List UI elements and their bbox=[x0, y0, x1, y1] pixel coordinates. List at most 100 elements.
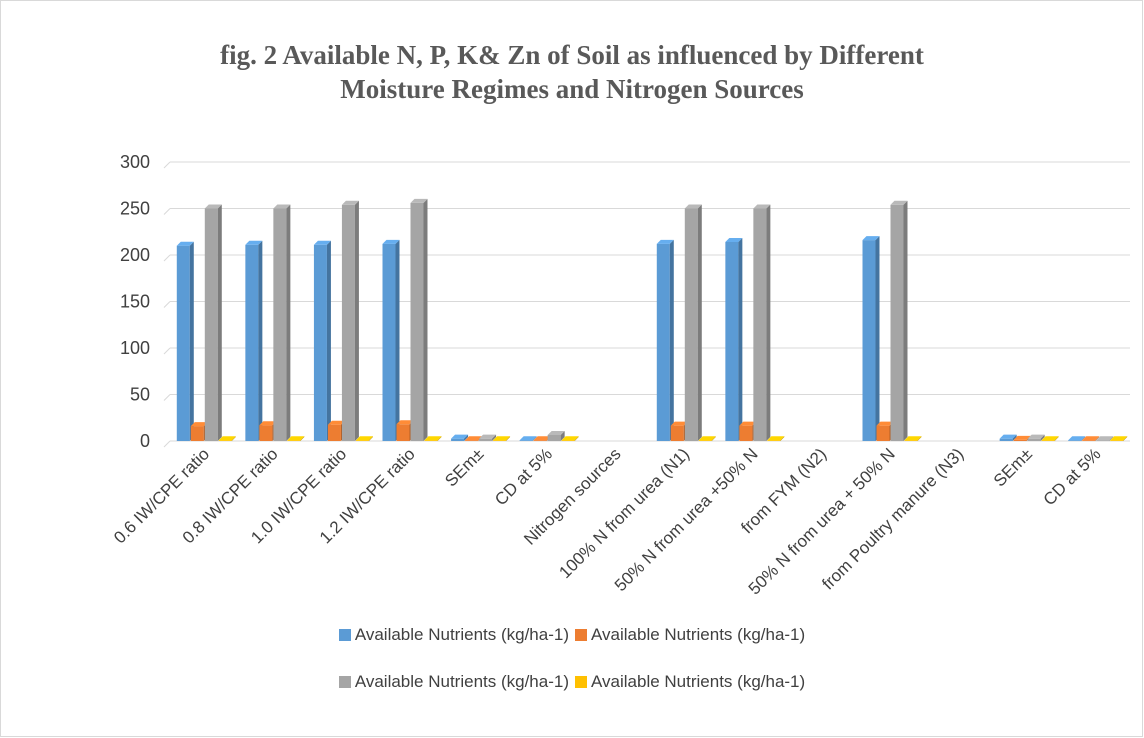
bar-top bbox=[725, 237, 743, 242]
bar-top bbox=[519, 436, 537, 441]
bar-top bbox=[424, 436, 442, 441]
bar-top bbox=[999, 434, 1017, 439]
bar-side bbox=[189, 241, 194, 441]
legend-swatch-yellow bbox=[575, 676, 587, 688]
bar-top bbox=[273, 204, 291, 209]
bar-top bbox=[341, 200, 359, 205]
bar bbox=[273, 208, 287, 441]
bar-top bbox=[670, 421, 688, 426]
bar-top bbox=[396, 420, 414, 425]
bar-side bbox=[1095, 436, 1100, 441]
bar-side bbox=[711, 436, 716, 441]
bar bbox=[753, 208, 767, 441]
y-axis-tick-labels: 0 50 100 150 200 250 300 bbox=[120, 152, 150, 451]
bar-top bbox=[656, 239, 674, 244]
bar-side bbox=[669, 239, 674, 441]
bar bbox=[396, 424, 410, 441]
bar bbox=[218, 440, 232, 441]
bar-top bbox=[245, 240, 263, 245]
gridline-depth bbox=[163, 440, 171, 448]
bar-top bbox=[533, 436, 551, 441]
bar bbox=[341, 204, 355, 441]
legend-label: Available Nutrients (kg/ha-1) bbox=[354, 625, 569, 644]
bar bbox=[1096, 440, 1110, 441]
y-tick-label: 150 bbox=[120, 292, 150, 312]
bar-top bbox=[1110, 436, 1128, 441]
legend-item-series-4[interactable]: Available Nutrients (kg/ha-1) bbox=[575, 672, 805, 692]
bar-side bbox=[368, 436, 373, 441]
bar bbox=[876, 425, 890, 441]
bar bbox=[1027, 438, 1041, 441]
bar-top bbox=[190, 422, 208, 427]
x-tick-label: SEm± bbox=[441, 444, 487, 490]
bar-side bbox=[738, 237, 743, 441]
legend-label: Available Nutrients (kg/ha-1) bbox=[591, 625, 806, 644]
bar-top bbox=[176, 241, 194, 246]
bar-side bbox=[560, 430, 565, 441]
legend-label: Available Nutrients (kg/ha-1) bbox=[354, 672, 569, 691]
bar bbox=[519, 440, 533, 441]
bar-top bbox=[547, 430, 565, 435]
chart-title-line-1: fig. 2 Available N, P, K& Zn of Soil as … bbox=[220, 40, 924, 70]
legend-label: Available Nutrients (kg/ha-1) bbox=[591, 672, 806, 691]
bar-side bbox=[395, 239, 400, 441]
bar bbox=[739, 425, 753, 441]
bar-side bbox=[258, 240, 263, 441]
bar-top bbox=[493, 436, 511, 441]
bar bbox=[725, 241, 739, 441]
x-tick-label: SEm± bbox=[990, 444, 1036, 490]
bar-top bbox=[767, 436, 785, 441]
bar bbox=[684, 208, 698, 441]
bar bbox=[327, 424, 341, 441]
bar bbox=[1068, 440, 1082, 441]
gridline-depth bbox=[163, 301, 171, 308]
bar bbox=[410, 202, 424, 441]
bar-top bbox=[684, 204, 702, 209]
bar-top bbox=[465, 436, 483, 441]
bar bbox=[904, 440, 918, 441]
gridline-depth bbox=[163, 208, 171, 215]
legend-item-series-1[interactable]: Available Nutrients (kg/ha-1) bbox=[338, 625, 569, 645]
bar bbox=[465, 440, 479, 441]
bar-side bbox=[217, 204, 222, 441]
bar bbox=[176, 245, 190, 441]
bar bbox=[698, 440, 712, 441]
bar-top bbox=[382, 239, 400, 244]
bar-side bbox=[300, 436, 305, 441]
bar bbox=[451, 438, 465, 441]
legend-swatch-blue bbox=[338, 629, 351, 641]
bar bbox=[656, 243, 670, 441]
gridline-depth bbox=[163, 254, 171, 262]
bar-top bbox=[862, 236, 880, 241]
y-tick-label: 300 bbox=[120, 152, 150, 172]
bar bbox=[1110, 440, 1124, 441]
bar-side bbox=[1054, 436, 1059, 441]
bar-side bbox=[506, 436, 511, 441]
legend-item-series-2[interactable]: Available Nutrients (kg/ha-1) bbox=[575, 625, 805, 645]
x-tick-label: from Poultry manure (N3) bbox=[818, 444, 967, 593]
bar-top bbox=[1068, 436, 1086, 441]
bar bbox=[890, 204, 904, 441]
legend-item-series-3[interactable]: Available Nutrients (kg/ha-1) bbox=[338, 672, 569, 692]
x-tick-label: 100% N from urea (N1) bbox=[555, 444, 693, 582]
bar-top bbox=[218, 436, 236, 441]
bar-side bbox=[1123, 436, 1128, 441]
bar-side bbox=[423, 198, 428, 441]
bar-top bbox=[1041, 436, 1059, 441]
bar-side bbox=[437, 436, 442, 441]
bar bbox=[245, 244, 259, 441]
bar bbox=[382, 243, 396, 441]
bar bbox=[287, 440, 301, 441]
bar-side bbox=[697, 204, 702, 441]
y-tick-label: 0 bbox=[140, 431, 150, 451]
bars bbox=[176, 198, 1128, 441]
bar-side bbox=[231, 436, 236, 441]
bar-top bbox=[876, 421, 894, 426]
bar-side bbox=[492, 434, 497, 441]
bar bbox=[670, 425, 684, 441]
gridline-depth bbox=[163, 394, 171, 401]
bar bbox=[1041, 440, 1055, 441]
y-tick-label: 50 bbox=[130, 385, 150, 405]
